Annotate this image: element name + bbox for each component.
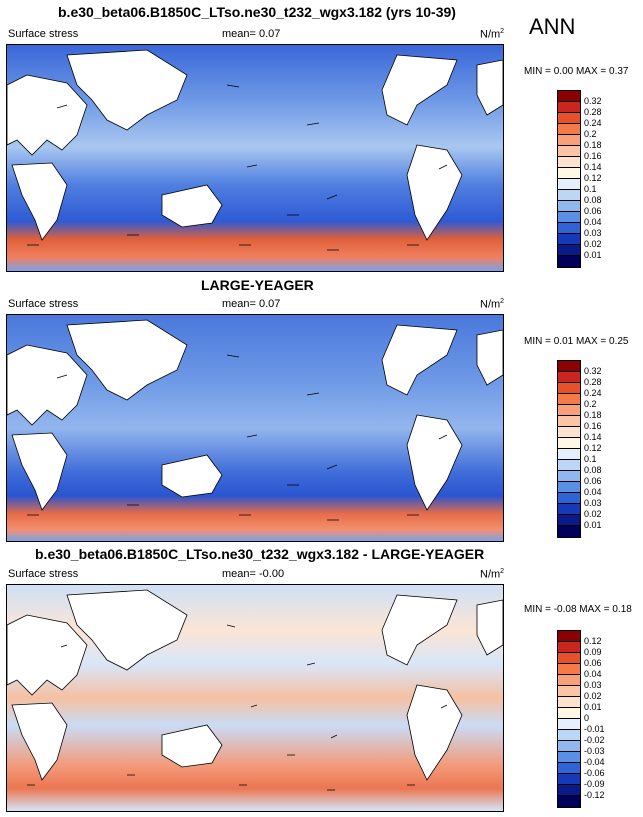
panel3-wind-vectors	[27, 624, 448, 791]
colorbar-tick-label: -0.12	[584, 790, 605, 800]
colorbar-tick-label: 0.14	[584, 432, 602, 442]
colorbar-tick-label: -0.02	[584, 735, 605, 745]
colorbar-tick-label: -0.06	[584, 768, 605, 778]
colorbar-tick-label: -0.04	[584, 757, 605, 767]
colorbar-tick-label: 0.16	[584, 421, 602, 431]
colorbar-tick-label: 0.06	[584, 658, 602, 668]
colorbar-tick-label: 0.04	[584, 669, 602, 679]
panel3-map	[6, 584, 504, 812]
panel1-map-svg	[7, 45, 503, 271]
colorbar-tick-label: 0.12	[584, 443, 602, 453]
panel1-minmax: MIN = 0.00 MAX = 0.37	[524, 66, 629, 77]
panel2-colorbar-labels: 0.32 0.28 0.24 0.2 0.18 0.16 0.14 0.12 0…	[584, 360, 634, 540]
panel1-colorbar	[557, 90, 581, 268]
colorbar-tick-label: 0.03	[584, 680, 602, 690]
panel2-colorbar	[557, 360, 581, 538]
panel2-wind-vectors	[27, 354, 448, 521]
panel2-land	[7, 319, 503, 511]
colorbar-tick-label: -0.09	[584, 779, 605, 789]
panel2-mean-label: mean= 0.07	[222, 298, 281, 310]
colorbar-tick-label: 0	[584, 713, 590, 723]
colorbar-tick-label: 0.02	[584, 691, 602, 701]
panel2-map	[6, 314, 504, 542]
colorbar-tick-label: 0.06	[584, 206, 602, 216]
panel1-map	[6, 44, 504, 272]
colorbar-tick-label: 0.09	[584, 647, 602, 657]
colorbar-tick-label: 0.18	[584, 410, 602, 420]
colorbar-tick-label: 0.28	[584, 377, 602, 387]
colorbar-tick-label: 0.1	[584, 454, 597, 464]
panel3-map-svg	[7, 585, 503, 811]
panel2-variable-label: Surface stress	[8, 298, 79, 310]
panel1-title: b.e30_beta06.B1850C_LTso.ne30_t232_wgx3.…	[58, 4, 456, 20]
panel1-colorbar-labels: 0.32 0.28 0.24 0.2 0.18 0.16 0.14 0.12 0…	[584, 90, 634, 270]
colorbar-tick-label: 0.03	[584, 498, 602, 508]
colorbar-tick-label: -0.03	[584, 746, 605, 756]
colorbar-tick-label: 0.08	[584, 465, 602, 475]
colorbar-tick-label: 0.01	[584, 520, 602, 530]
season-label: ANN	[529, 14, 576, 39]
colorbar-tick-label: 0.04	[584, 217, 602, 227]
panel3-colorbar-labels: 0.12 0.09 0.06 0.04 0.03 0.02 0.01 0 -0.…	[584, 630, 634, 810]
panel1-variable-label: Surface stress	[8, 28, 79, 40]
panel1-wind-vectors	[27, 84, 448, 251]
colorbar-tick-label: 0.28	[584, 107, 602, 117]
colorbar-tick-label: -0.01	[584, 724, 605, 734]
panel3-units: N/m2	[480, 568, 505, 581]
colorbar-tick-label: 0.01	[584, 250, 602, 260]
colorbar-tick-label: 0.08	[584, 195, 602, 205]
colorbar-tick-label: 0.14	[584, 162, 602, 172]
colorbar-tick-label: 0.32	[584, 96, 602, 106]
colorbar-tick-label: 0.24	[584, 388, 602, 398]
colorbar-tick-label: 0.16	[584, 151, 602, 161]
colorbar-tick-label: 0.18	[584, 140, 602, 150]
colorbar-tick-label: 0.2	[584, 399, 597, 409]
colorbar-tick-label: 0.1	[584, 184, 597, 194]
panel3-colorbar	[557, 630, 581, 808]
panel2-title: LARGE-YEAGER	[201, 277, 314, 293]
colorbar-tick-label: 0.02	[584, 509, 602, 519]
colorbar-tick-label: 0.32	[584, 366, 602, 376]
panel3-land	[7, 589, 503, 781]
panel1-mean-label: mean= 0.07	[222, 28, 281, 40]
panel2-minmax: MIN = 0.01 MAX = 0.25	[524, 336, 629, 347]
colorbar-tick-label: 0.04	[584, 487, 602, 497]
panel1-units: N/m2	[480, 28, 505, 41]
colorbar-tick-label: 0.01	[584, 702, 602, 712]
panel3-minmax: MIN = -0.08 MAX = 0.18	[524, 604, 632, 615]
colorbar-tick-label: 0.12	[584, 636, 602, 646]
panel2-map-svg	[7, 315, 503, 541]
colorbar-tick-label: 0.03	[584, 228, 602, 238]
colorbar-tick-label: 0.12	[584, 173, 602, 183]
panel1-land	[7, 49, 503, 241]
colorbar-tick-label: 0.06	[584, 476, 602, 486]
colorbar-tick-label: 0.02	[584, 239, 602, 249]
panel3-mean-label: mean= -0.00	[222, 568, 285, 580]
panel3-title: b.e30_beta06.B1850C_LTso.ne30_t232_wgx3.…	[35, 546, 485, 562]
panel2-units: N/m2	[480, 298, 505, 311]
colorbar-tick-label: 0.2	[584, 129, 597, 139]
colorbar-tick-label: 0.24	[584, 118, 602, 128]
panel3-variable-label: Surface stress	[8, 568, 79, 580]
